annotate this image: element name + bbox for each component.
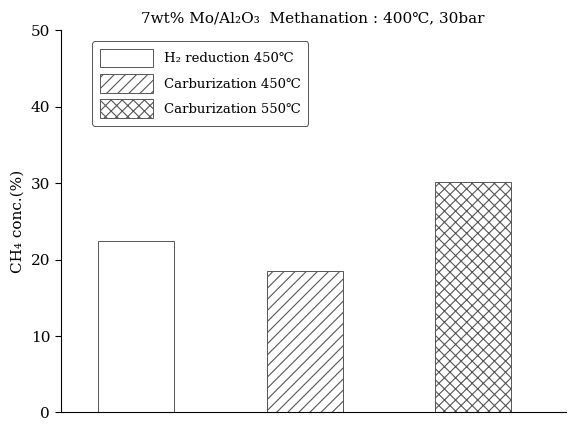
Bar — [99, 241, 174, 413]
Bar — [436, 182, 511, 413]
Bar — [267, 271, 343, 413]
Title: 7wt% Mo/Al₂O₃  Methanation : 400℃, 30bar: 7wt% Mo/Al₂O₃ Methanation : 400℃, 30bar — [141, 11, 485, 25]
Y-axis label: CH₄ conc.(%): CH₄ conc.(%) — [11, 170, 25, 273]
Legend: H₂ reduction 450℃, Carburization 450℃, Carburization 550℃: H₂ reduction 450℃, Carburization 450℃, C… — [92, 41, 309, 126]
